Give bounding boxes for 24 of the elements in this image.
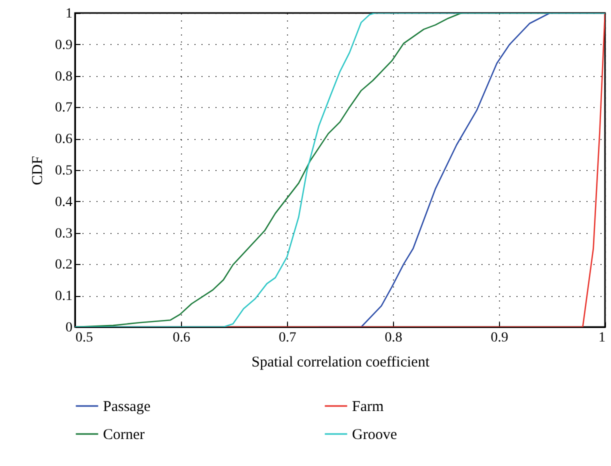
x-tick-label: 1 — [598, 330, 606, 346]
line-series — [75, 13, 605, 327]
x-tick-label: 0.7 — [278, 330, 296, 346]
y-tick-label: 0.8 — [55, 69, 72, 84]
x-tick-label: 0.8 — [384, 330, 402, 346]
y-tick-label: 0.1 — [55, 289, 72, 304]
y-axis-title: CDF — [30, 156, 46, 186]
y-tick-label: 0.7 — [55, 100, 72, 116]
y-tick-label: 1 — [66, 6, 72, 22]
legend-label: Corner — [103, 427, 145, 443]
x-tick-label: 0.5 — [76, 330, 93, 346]
x-tick-label: 0.6 — [172, 330, 190, 346]
legend-label: Farm — [352, 399, 384, 415]
x-axis-title: Spatial correlation coefficient — [252, 354, 430, 370]
legend-label: Passage — [103, 399, 151, 415]
y-tick-label: 0.6 — [55, 132, 72, 148]
legend-label: Groove — [352, 427, 398, 443]
y-tick-label: 0.3 — [55, 226, 72, 242]
y-tick-label: 0.2 — [55, 258, 72, 273]
y-tick-label: 0.4 — [55, 194, 72, 210]
x-tick-label: 0.9 — [490, 330, 508, 346]
y-tick-label: 0.9 — [55, 38, 72, 53]
y-tick-label: 0 — [66, 320, 72, 336]
y-tick-label: 0.5 — [55, 164, 72, 178]
